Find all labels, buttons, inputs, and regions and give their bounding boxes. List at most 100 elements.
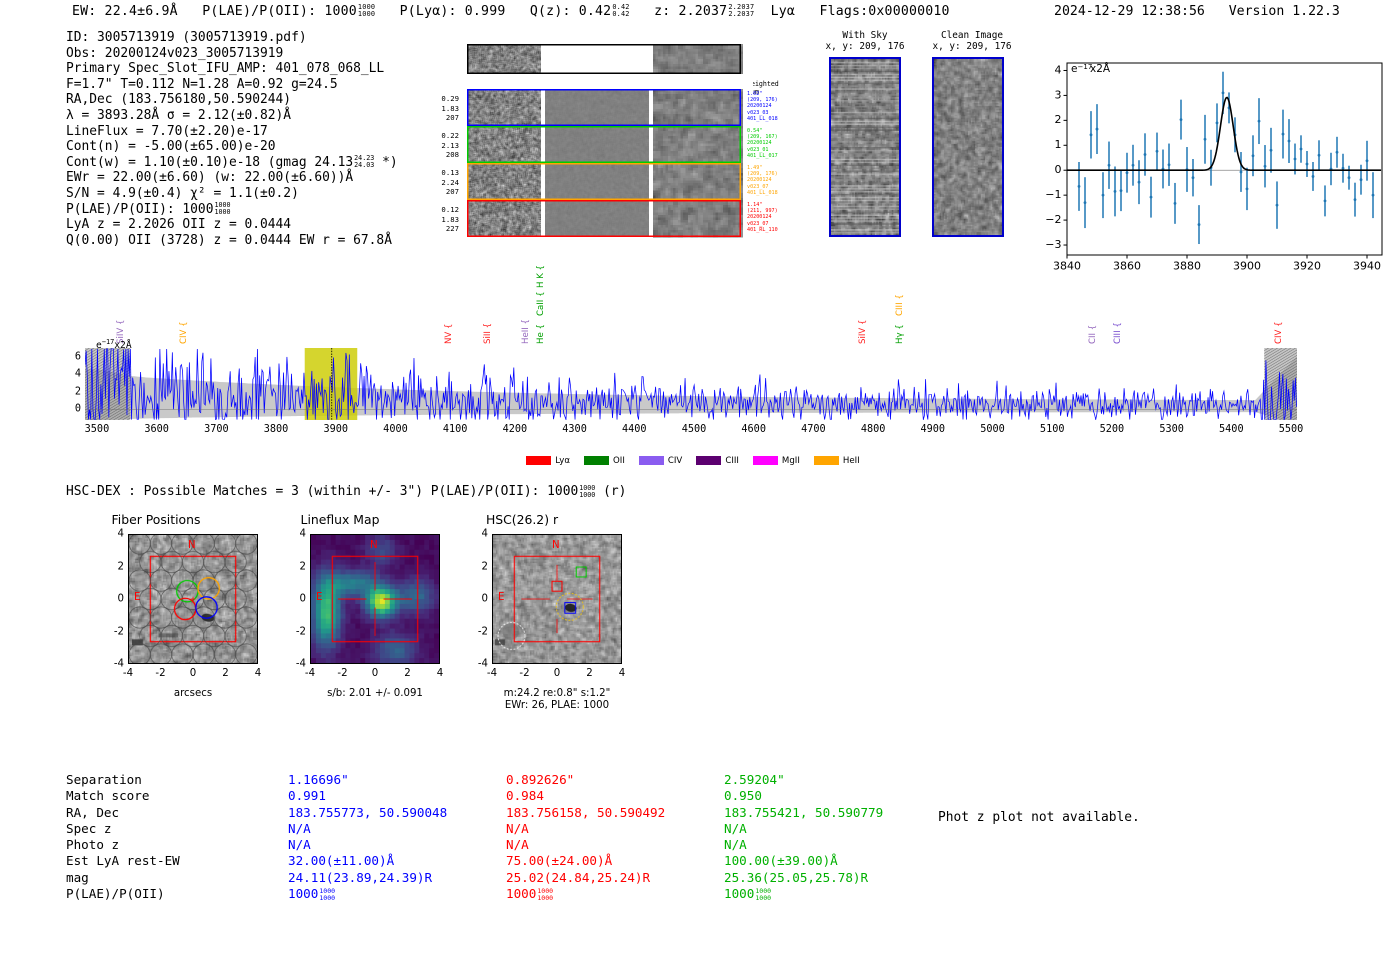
info-ewr: EWr = 22.00(±6.60) (w: 22.00(±6.60))Å xyxy=(66,170,354,186)
legend-swatch-Lyα xyxy=(526,456,552,465)
full-spectrum-xtick: 4100 xyxy=(442,424,468,435)
full-spectrum-xtick: 5400 xyxy=(1219,424,1244,435)
table-cell-plae-col1: 1000 1000 1000 xyxy=(288,886,336,902)
panel-ytick: 2 xyxy=(481,561,488,572)
full-spectrum-xtick: 4700 xyxy=(801,424,826,435)
cutout-panel-row: Fiber Positions arcsecs Lineflux Map s/b… xyxy=(60,512,640,732)
table-cell-col3: 100.00(±39.00)Å xyxy=(724,853,838,869)
panel-xtick: -2 xyxy=(519,668,530,679)
compass-east: E xyxy=(134,592,141,603)
emission-line-label-HeII: HeII { xyxy=(520,318,531,344)
full-spectrum-xtick: 4200 xyxy=(502,424,528,435)
table-row: Separation 1.16696" 0.892626" 2.59204" xyxy=(66,772,942,788)
table-cell-col2: N/A xyxy=(506,837,529,853)
info-obs: Obs: 20200124v023_3005713919 xyxy=(66,45,284,61)
table-cell-col3: N/A xyxy=(724,837,747,853)
legend-swatch-OII xyxy=(584,456,610,465)
hscdex-suffix: (r) xyxy=(603,484,627,499)
table-cell-col3: 0.950 xyxy=(724,788,762,804)
full-spectrum-ytick: 6 xyxy=(74,351,81,363)
panel-ytick: 0 xyxy=(481,593,488,605)
fiber-stats-0: 0.29 1.83 207 xyxy=(441,94,459,123)
photz-note: Phot z plot not available. xyxy=(938,810,1140,825)
emission-line-label-He: He { xyxy=(535,324,546,344)
emission-line-label-CIV: CIV { xyxy=(178,321,189,344)
table-row: Est LyA rest-EW 32.00(±11.00)Å 75.00(±24.0… xyxy=(66,853,942,869)
table-cell-col2: 0.984 xyxy=(506,788,544,804)
table-cell-col1: N/A xyxy=(288,820,311,836)
table-cell-col3: 183.755421, 50.590779 xyxy=(724,804,884,820)
table-row-label: P(LAE)/P(OII) xyxy=(66,886,165,902)
panel-ytick: -2 xyxy=(477,626,488,637)
panel-ytick: -4 xyxy=(295,658,306,670)
full-spectrum-xtick: 4000 xyxy=(383,424,408,435)
header-lya: Lyα xyxy=(770,4,796,19)
panel-title-pixelflat: Pixel Flat xyxy=(579,34,631,44)
with-sky-title: With Sky xyxy=(842,30,888,41)
lineflux-map-image xyxy=(310,534,440,664)
emission-line-label-HK: H K { xyxy=(535,264,546,288)
table-row-label: RA, Dec xyxy=(66,804,120,820)
full-spectrum-xtick: 5500 xyxy=(1278,424,1304,435)
header-plae-label: P(LAE)/P(OII): 1000 xyxy=(202,4,357,19)
info-id: ID: 3005713919 (3005713919.pdf) xyxy=(66,30,307,45)
table-cell-col1: 0.991 xyxy=(288,788,326,804)
full-spectrum-ytick: 4 xyxy=(74,368,81,380)
panel-xtick: -4 xyxy=(122,668,134,679)
panel-xtick: 4 xyxy=(436,668,444,679)
fiber-annotation-1: 0.54" (209, 167) 20200124 v023_01 401_LL_017 xyxy=(747,128,778,159)
panel-xtick: 0 xyxy=(371,668,379,679)
info-q-oii: Q(0.00) OII (3728) z = 0.0444 EW r = 67.… xyxy=(66,232,392,248)
lineflux-panel-title: Lineflux Map xyxy=(300,512,380,527)
spec2d-panel-group: 2D Spec Pixel Flat Smoothed Weighted Sum… xyxy=(441,34,779,254)
info-lineflux: LineFlux = 7.70(±2.20)e-17 xyxy=(66,123,268,139)
hsc-caption-1: m:24.2 re:0.8" s:1.2" xyxy=(503,688,611,699)
header-qz: Q(z): 0.42 xyxy=(529,4,612,19)
table-cell-col1: 32.00(±11.00)Å xyxy=(288,853,395,869)
clean-image-title: Clean Image xyxy=(940,30,1004,41)
table-cell-col3: N/A xyxy=(724,820,747,836)
compass-north: N xyxy=(370,540,378,551)
info-seeing: F=1.7" T=0.112 N=1.28 A=0.92 g=24.5 xyxy=(66,76,338,92)
line-fit-canvas xyxy=(1030,50,1400,285)
full-spectrum-canvas xyxy=(85,348,1297,420)
spectrum-legend: Lyα OII CIV CIII MgII HeII xyxy=(0,450,1400,469)
object-info-block: ID: 3005713919 (3005713919.pdf) Obs: 202… xyxy=(66,30,398,248)
legend-swatch-HeII xyxy=(813,456,839,465)
panel-xtick: 4 xyxy=(254,668,262,679)
table-cell-col2: 0.892626" xyxy=(506,772,575,787)
panel-xtick: 4 xyxy=(618,668,626,679)
table-row: RA, Dec 183.755773, 50.590048 183.756158, … xyxy=(66,805,942,821)
panel-xtick: -2 xyxy=(337,668,348,679)
full-spectrum-xtick: 4300 xyxy=(562,424,587,435)
full-spectrum-xtick: 3600 xyxy=(144,424,169,435)
panel-ytick: -2 xyxy=(113,626,124,637)
emission-line-label-CII: CII { xyxy=(1087,324,1098,344)
header-plae-range: 1000 1000 xyxy=(357,3,376,18)
full-spectrum-ytick: 2 xyxy=(74,386,81,398)
hsc-panel-title: HSC(26.2) r xyxy=(485,512,559,527)
with-sky-image xyxy=(829,57,901,237)
table-cell-col2: 75.00(±24.00)Å xyxy=(506,853,613,869)
legend-label-CIV: CIV xyxy=(667,455,683,466)
header-flags: Flags:0x00000010 xyxy=(819,4,950,19)
panel-ytick: 4 xyxy=(481,528,488,540)
emission-line-label-CIII: CIII { xyxy=(1112,322,1123,344)
table-cell-col2: 183.756158, 50.590492 xyxy=(506,804,666,820)
header-qz-range: 0.42 0.42 xyxy=(612,3,630,18)
legend-label-HeII: HeII xyxy=(842,455,860,466)
panel-xtick: 0 xyxy=(189,668,197,679)
info-lambda-sigma: λ = 3893.28Å σ = 2.12(±0.82)Å xyxy=(66,107,292,123)
emission-line-label-CIV: CIV { xyxy=(1274,321,1285,344)
full-spectrum-ytick: 0 xyxy=(74,403,81,415)
info-primary-spec: Primary Spec_Slot_IFU_AMP: 401_078_068_L… xyxy=(66,61,385,77)
full-spectrum-xtick: 4500 xyxy=(681,424,707,435)
hscdex-summary: HSC-DEX : Possible Matches = 3 (within +… xyxy=(66,484,626,499)
compass-north: N xyxy=(552,540,560,551)
version: Version 1.22.3 xyxy=(1228,4,1340,19)
hscdex-plae-range: 1000 1000 xyxy=(579,483,596,499)
fiber-annotation-2: 1.49" (209, 176) 20200124 v023_07 401_LL_018 xyxy=(747,165,778,196)
full-spectrum-xtick: 4800 xyxy=(860,424,886,435)
table-cell-plae-col2: 1000 1000 1000 xyxy=(506,886,554,902)
panel-ytick: 4 xyxy=(299,528,306,540)
